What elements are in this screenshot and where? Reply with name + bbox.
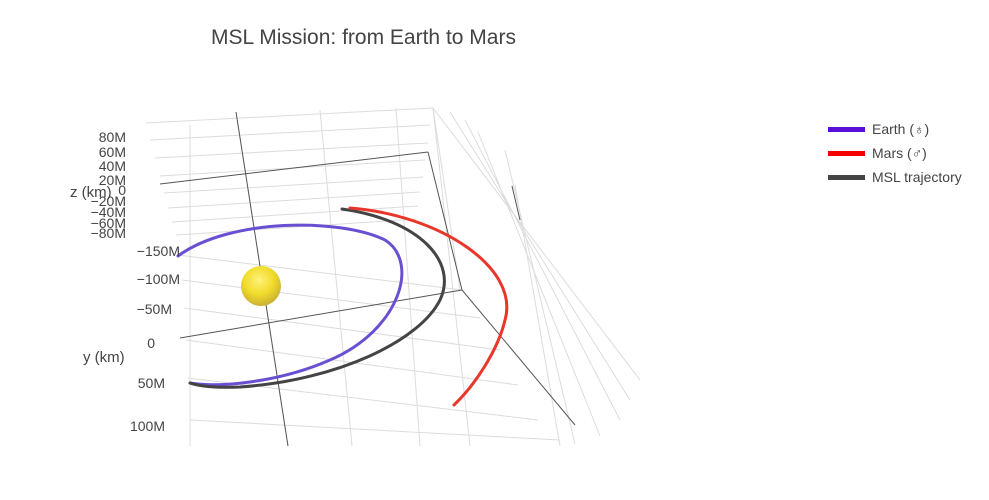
grid-wall-line (167, 191, 421, 209)
z-tick-label: −60M (91, 215, 126, 231)
y-axis-label: y (km) (83, 349, 125, 366)
legend-label-msl: MSL trajectory (872, 169, 962, 185)
axis-zero-line (159, 151, 429, 185)
grid-wall-line (163, 176, 424, 194)
z-tick-label: 20M (99, 172, 126, 188)
z-tick-label: 0 (118, 182, 126, 198)
grid-wall-line (149, 124, 431, 141)
grid-vertical-line (395, 107, 421, 447)
grid-side-line (504, 149, 576, 445)
y-tick-label: −50M (137, 301, 172, 317)
legend-swatch-earth (828, 126, 865, 132)
legend-label-earth: Earth (♁) (872, 121, 930, 137)
legend-item-msl[interactable]: MSL trajectory (828, 165, 962, 189)
grid-side-line (432, 107, 641, 381)
axis-zero-line (179, 289, 463, 339)
legend-swatch-msl (828, 174, 865, 180)
y-tick-label: −100M (137, 271, 180, 287)
grid-vertical-line (319, 109, 353, 447)
legend-item-earth[interactable]: Earth (♁) (828, 117, 962, 141)
grid-vertical-line (432, 107, 471, 447)
grid-wall-line (171, 205, 419, 223)
grid-wall-line (175, 218, 417, 236)
grid-floor-line (187, 377, 539, 421)
sun-body (241, 266, 281, 306)
trace-msl (188, 207, 446, 389)
legend-label-mars: Mars (♂) (872, 145, 927, 161)
y-tick-label: 100M (130, 418, 165, 434)
z-tick-label: 60M (99, 144, 126, 160)
trace-earth (176, 223, 404, 387)
chart-title: MSL Mission: from Earth to Mars (211, 26, 516, 49)
axis-zero-line (461, 289, 576, 426)
z-axis-label: z (km) (70, 184, 112, 201)
grid-side-line (449, 111, 631, 401)
legend-swatch-mars (828, 150, 865, 156)
legend: Earth (♁) Mars (♂) MSL trajectory (828, 117, 962, 189)
grid-side-line (477, 131, 601, 437)
sun-sphere (241, 266, 281, 306)
legend-item-mars[interactable]: Mars (♂) (828, 141, 962, 165)
axis-ticks: 80M60M40M20M0−20M−40M−60M−80M−150M−100M−… (91, 129, 180, 434)
grid-side-line (464, 119, 621, 421)
traces (176, 206, 509, 407)
grid-floor-line (181, 279, 481, 319)
grid-floor-line (189, 419, 561, 441)
z-tick-label: −20M (91, 193, 126, 209)
grid-side-line (514, 184, 561, 447)
grid-lines (145, 107, 641, 447)
z-tick-label: −40M (91, 204, 126, 220)
grid-floor-line (177, 254, 463, 291)
trace-mars (348, 206, 509, 407)
z-tick-label: 80M (99, 129, 126, 145)
grid-wall-line (145, 107, 434, 124)
axis-zero-line (427, 151, 463, 291)
axis-zero-line (511, 185, 521, 221)
grid-wall-line (154, 142, 429, 159)
y-tick-label: 0 (147, 335, 155, 351)
y-tick-label: −150M (137, 243, 180, 259)
z-tick-label: −80M (91, 225, 126, 241)
grid-vertical-line (432, 107, 461, 291)
grid-floor-line (183, 307, 501, 351)
z-tick-label: 40M (99, 158, 126, 174)
y-tick-label: 50M (138, 375, 165, 391)
